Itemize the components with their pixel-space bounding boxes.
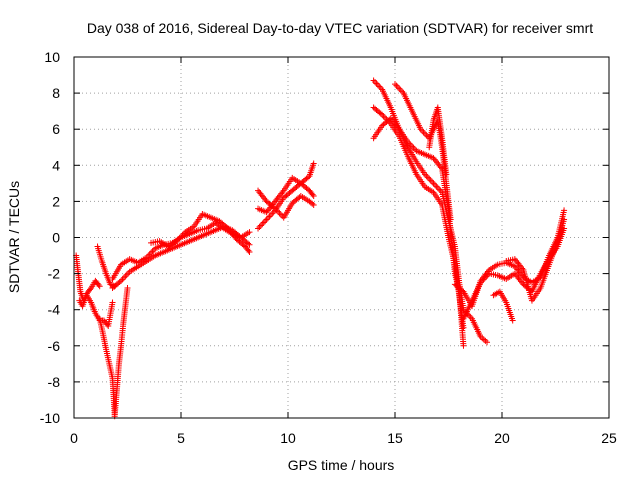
data-point bbox=[374, 81, 381, 88]
data-point bbox=[426, 175, 433, 182]
data-point bbox=[431, 181, 438, 188]
data-point bbox=[397, 87, 404, 94]
data-point bbox=[246, 241, 253, 248]
data-point bbox=[561, 216, 568, 223]
data-point bbox=[423, 172, 430, 179]
data-point bbox=[427, 177, 434, 184]
data-point bbox=[269, 210, 276, 217]
y-tick-label: -8 bbox=[48, 374, 61, 390]
data-point bbox=[246, 229, 253, 236]
data-point bbox=[262, 217, 269, 224]
data-point bbox=[433, 183, 440, 190]
data-point bbox=[266, 213, 273, 220]
data-point bbox=[443, 171, 450, 178]
data-point bbox=[149, 248, 156, 255]
data-point bbox=[460, 342, 467, 349]
data-point bbox=[87, 286, 94, 293]
data-point bbox=[373, 80, 380, 87]
data-point bbox=[276, 210, 283, 217]
x-tick-label: 25 bbox=[601, 430, 617, 446]
data-point bbox=[309, 200, 316, 207]
data-point bbox=[119, 276, 126, 283]
x-tick-label: 0 bbox=[70, 430, 78, 446]
y-tick-labels: -10 -8 -6 -4 -2 0 2 4 6 8 10 bbox=[40, 49, 60, 426]
y-tick-label: 0 bbox=[52, 230, 60, 246]
data-point bbox=[372, 78, 379, 85]
data-point bbox=[122, 273, 129, 280]
data-point bbox=[109, 299, 116, 306]
data-point bbox=[421, 130, 428, 137]
x-tick-labels: 0 5 10 15 20 25 bbox=[70, 430, 617, 446]
data-point bbox=[436, 186, 443, 193]
x-tick-label: 5 bbox=[177, 430, 185, 446]
data-point bbox=[267, 211, 274, 218]
data-point bbox=[370, 77, 377, 84]
chart-title: Day 038 of 2016, Sidereal Day-to-day VTE… bbox=[87, 20, 593, 36]
x-axis-label: GPS time / hours bbox=[288, 457, 395, 473]
y-tick-label: -4 bbox=[48, 302, 61, 318]
y-tick-label: -2 bbox=[48, 266, 61, 282]
grid bbox=[74, 57, 609, 418]
x-tick-label: 15 bbox=[387, 430, 403, 446]
data-point bbox=[263, 216, 270, 223]
data-point bbox=[245, 247, 252, 254]
data-point bbox=[376, 83, 383, 90]
y-tick-label: 8 bbox=[52, 85, 60, 101]
data-points bbox=[73, 77, 568, 420]
data-point bbox=[380, 113, 387, 120]
data-point bbox=[304, 174, 311, 181]
data-point bbox=[484, 339, 491, 346]
data-point bbox=[270, 204, 277, 211]
data-point bbox=[459, 287, 466, 294]
data-point bbox=[107, 281, 114, 288]
data-point bbox=[120, 274, 127, 281]
data-point bbox=[394, 84, 401, 91]
data-point bbox=[310, 202, 317, 209]
data-point bbox=[430, 180, 437, 187]
y-tick-label: -10 bbox=[40, 410, 60, 426]
data-point bbox=[257, 222, 264, 229]
data-point bbox=[420, 129, 427, 136]
data-point bbox=[309, 191, 316, 198]
data-point bbox=[392, 81, 398, 88]
data-point bbox=[310, 192, 317, 199]
y-tick-label: 4 bbox=[52, 157, 60, 173]
data-point bbox=[424, 174, 431, 181]
data-point bbox=[429, 178, 436, 185]
data-point bbox=[95, 281, 102, 288]
y-axis-label: SDTVAR / TECUs bbox=[6, 181, 22, 293]
data-point bbox=[96, 283, 103, 290]
data-point bbox=[509, 317, 516, 324]
data-point bbox=[447, 216, 454, 223]
data-point bbox=[396, 85, 403, 92]
data-point bbox=[265, 214, 272, 221]
x-tick-label: 20 bbox=[494, 430, 510, 446]
data-point bbox=[116, 279, 123, 286]
data-point bbox=[124, 285, 131, 292]
data-point bbox=[259, 220, 266, 227]
y-tick-label: 2 bbox=[52, 193, 60, 209]
data-point bbox=[246, 248, 253, 255]
data-point bbox=[434, 184, 441, 191]
data-point bbox=[561, 207, 568, 214]
data-point bbox=[377, 110, 384, 117]
axis-ticks bbox=[73, 56, 610, 419]
x-tick-label: 10 bbox=[280, 430, 296, 446]
y-tick-label: 6 bbox=[52, 121, 60, 137]
data-point bbox=[277, 211, 284, 218]
data-point bbox=[393, 82, 400, 89]
data-point bbox=[310, 160, 317, 167]
data-point bbox=[123, 271, 130, 278]
y-tick-label: 10 bbox=[44, 49, 60, 65]
data-point bbox=[260, 219, 267, 226]
data-point bbox=[245, 240, 252, 247]
y-tick-label: -6 bbox=[48, 338, 61, 354]
data-point bbox=[223, 224, 230, 231]
data-point bbox=[256, 223, 263, 230]
data-point bbox=[255, 225, 262, 232]
